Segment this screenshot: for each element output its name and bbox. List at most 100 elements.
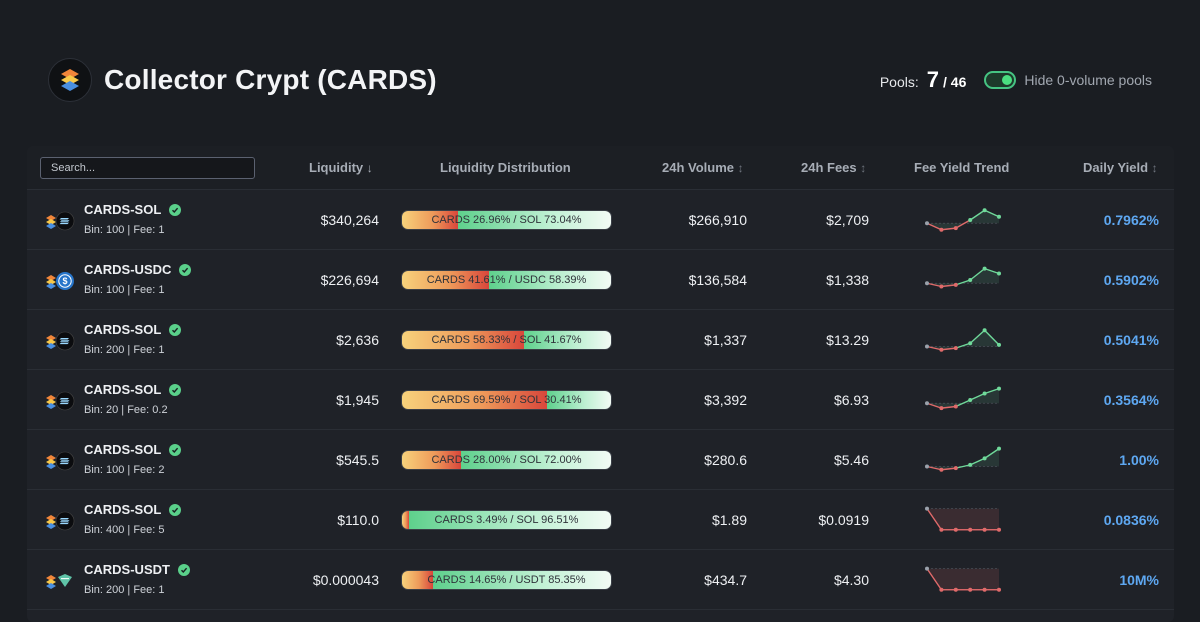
table-row[interactable]: CARDS-USDT Bin: 200 | Fee: 1 $0.000043 C… [27,550,1174,610]
cards-token-icon [46,215,56,229]
daily-yield-value: 0.0836% [1103,512,1159,528]
fee-yield-sparkline [925,566,1001,592]
sparkline-segment [969,268,986,281]
column-header-volume[interactable]: 24h Volume ↕ [662,146,744,190]
sparkline-segment [984,209,1000,218]
sparkline-segment [969,457,985,466]
daily-yield-value: 0.5041% [1103,332,1159,348]
fees-value: $6.93 [833,392,869,408]
verified-check-icon [179,263,192,276]
pair-name[interactable]: CARDS-USDC [84,262,192,277]
sparkline-point [939,587,944,592]
liquidity-value: $110.0 [337,512,379,528]
column-header-distribution: Liquidity Distribution [440,146,571,190]
sparkline-point [925,401,929,406]
sparkline-area [927,448,999,470]
pair-name[interactable]: CARDS-SOL [84,322,182,337]
solana-icon [55,391,75,411]
hide-zero-volume-toggle[interactable]: Hide 0-volume pools [984,71,1152,89]
liquidity-value: $340,264 [320,212,379,228]
sparkline-point [939,347,944,352]
table-row[interactable]: CARDS-SOL Bin: 20 | Fee: 0.2 $1,945 CARD… [27,370,1174,430]
sparkline-point [939,227,944,232]
cards-share-fill [402,271,489,289]
liquidity-distribution-bar: CARDS 26.96% / SOL 73.04% [401,210,612,230]
pair-name[interactable]: CARDS-SOL [84,202,182,217]
quote-share-fill [432,571,611,589]
pair-name[interactable]: CARDS-USDT [84,562,190,577]
search-input[interactable] [40,156,255,179]
page-header: Collector Crypt (CARDS) Pools: 7 / 46 Hi… [48,56,1152,104]
fee-yield-sparkline [925,446,1001,472]
token-brand: Collector Crypt (CARDS) [48,58,437,102]
toggle-switch[interactable] [984,71,1017,89]
table-row[interactable]: CARDS-SOL Bin: 400 | Fee: 5 $110.0 CARDS… [27,490,1174,550]
pools-label: Pools: [879,74,919,90]
quote-share-fill [458,211,611,229]
sparkline-point [925,464,929,469]
svg-text:$: $ [62,276,67,286]
distribution-label: CARDS 14.65% / USDT 85.35% [427,574,586,586]
sort-icon: ↕ [737,161,744,175]
sparkline-point [968,278,973,282]
sparkline-segment [984,448,1000,459]
volume-value: $3,392 [704,392,747,408]
distribution-label: CARDS 3.49% / SOL 96.51% [434,514,579,526]
sparkline-point [925,344,929,349]
sparkline-point [953,587,958,592]
pair-meta: Bin: 100 | Fee: 2 [84,464,165,476]
table-row[interactable]: CARDS-SOL Bin: 200 | Fee: 1 $2,636 CARDS… [27,310,1174,370]
distribution-label: CARDS 41.61% / USDC 58.39% [426,274,587,286]
pair-label: CARDS-SOL [84,382,162,397]
pair-name[interactable]: CARDS-SOL [84,502,182,517]
sparkline-segment [941,347,956,351]
sparkline-segment [984,329,1000,346]
sparkline-segment [941,405,956,409]
quote-share-fill [409,511,611,529]
column-header-fees[interactable]: 24h Fees ↕ [801,146,866,190]
sparkline-point [953,404,958,409]
daily-yield-value: 0.5902% [1103,272,1159,288]
sparkline-segment [969,209,985,221]
sparkline-point [925,566,929,571]
pair-name[interactable]: CARDS-SOL [84,442,182,457]
sparkline-segment [955,219,971,229]
liquidity-distribution-bar: CARDS 58.33% / SOL 41.67% [401,330,612,350]
column-header-liquidity[interactable]: Liquidity ↓ [309,146,373,190]
sparkline-point [982,266,987,271]
table-row[interactable]: CARDS-SOL Bin: 100 | Fee: 1 $340,264 CAR… [27,190,1174,250]
fee-yield-sparkline [925,208,1001,232]
liquidity-value: $545.5 [336,452,379,468]
verified-check-icon [169,443,182,456]
sparkline-point [997,271,1001,276]
distribution-label: CARDS 58.33% / SOL 41.67% [431,334,582,346]
sparkline-point [982,456,987,461]
fees-value: $4.30 [833,572,869,588]
cards-share-fill [402,211,459,229]
sparkline-segment [926,345,942,351]
cards-token-icon [46,395,56,409]
sparkline-point [925,281,929,286]
table-row[interactable]: $ CARDS-USDC Bin: 100 | Fee: 1 $226,694 … [27,250,1174,310]
quote-share-fill [460,451,611,469]
sparkline-point [939,406,944,411]
sparkline-segment [969,329,986,344]
pair-label: CARDS-SOL [84,322,162,337]
solana-icon [55,211,75,231]
sparkline-point [997,386,1001,391]
quote-share-fill [523,331,611,349]
column-header-yield[interactable]: Daily Yield ↕ [1083,146,1158,190]
sparkline-point [953,226,958,231]
cards-token-icon [46,335,56,349]
liquidity-distribution-bar: CARDS 28.00% / SOL 72.00% [401,450,612,470]
fees-value: $13.29 [826,332,869,348]
table-row[interactable]: CARDS-SOL Bin: 100 | Fee: 2 $545.5 CARDS… [27,430,1174,490]
pair-name[interactable]: CARDS-SOL [84,382,182,397]
column-label: Liquidity [309,160,364,175]
sparkline-area [927,268,999,287]
fees-value: $2,709 [826,212,869,228]
sparkline-point [925,221,929,226]
verified-check-icon [169,323,182,336]
liquidity-distribution-bar: CARDS 69.59% / SOL 30.41% [401,390,612,410]
sparkline-segment [941,467,956,471]
